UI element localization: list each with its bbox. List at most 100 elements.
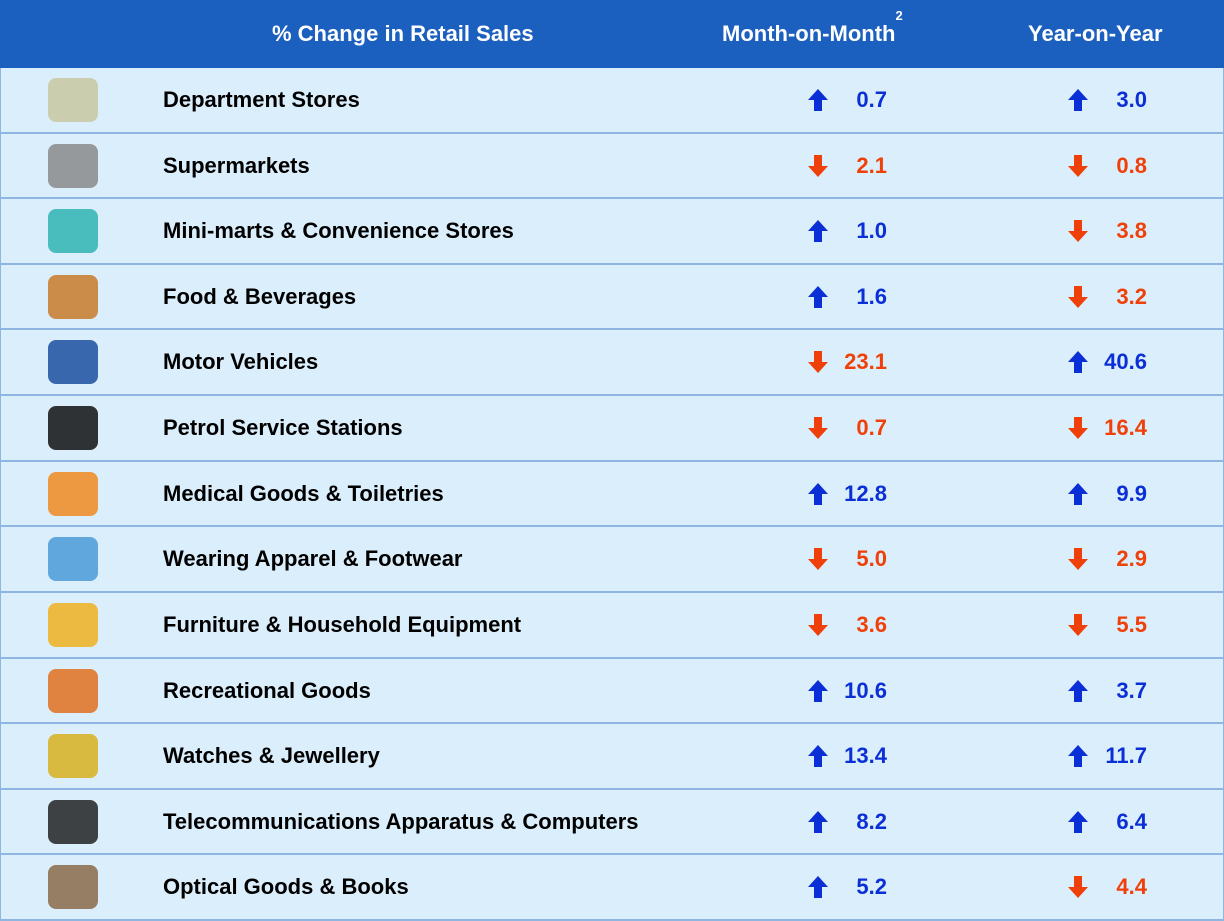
yoy-value: 9.9 [1116, 480, 1147, 506]
header-row: % Change in Retail Sales Month-on-Month2… [0, 0, 1224, 68]
mom-value: 10.6 [844, 677, 887, 703]
icon-shape [48, 209, 98, 254]
arrow-shape [1068, 89, 1088, 111]
yoy-value: 0.8 [1116, 152, 1147, 178]
table-row: Watches & Jewellery 13.4 11.7 [0, 724, 1224, 790]
arrow-up [808, 482, 828, 505]
arrow-shape [808, 154, 828, 177]
mom-value: 8.2 [856, 808, 887, 834]
category-icon [48, 734, 98, 779]
category-name: Telecommunications Apparatus & Computers [163, 808, 639, 834]
table-row: Department Stores 0.7 3.0 [0, 68, 1224, 134]
table-row: Wearing Apparel & Footwear 5.0 2.9 [0, 527, 1224, 593]
arrow-shape [1068, 745, 1088, 768]
category-name: Medical Goods & Toiletries [163, 480, 444, 506]
arrow-shape [808, 679, 828, 702]
arrow-shape [1068, 154, 1088, 177]
arrow-shape [1068, 417, 1088, 440]
arrow-shape [808, 745, 828, 768]
arrow-shape [1068, 482, 1088, 505]
arrow-shape [808, 482, 828, 505]
arrow-shape [808, 351, 828, 374]
category-icon [48, 78, 98, 122]
yoy-value: 3.8 [1116, 218, 1147, 244]
icon-shape [48, 471, 98, 516]
table-row: Optical Goods & Books 5.2 4.4 [0, 855, 1224, 921]
arrow-down [1068, 220, 1088, 243]
arrow-up [1068, 482, 1088, 505]
icon-shape [48, 274, 98, 319]
arrow-down [1068, 417, 1088, 440]
yoy-value: 4.4 [1116, 874, 1147, 900]
header-mom: Month-on-Month2 [722, 0, 903, 68]
table-row: Telecommunications Apparatus & Computers… [0, 789, 1224, 856]
category-icon [48, 471, 98, 516]
yoy-value: 3.7 [1116, 677, 1147, 703]
arrow-shape [808, 417, 828, 440]
arrow-shape [1068, 285, 1088, 308]
yoy-value: 2.9 [1116, 546, 1147, 572]
arrow-shape [808, 613, 828, 636]
table-row: Motor Vehicles 23.1 40.6 [0, 330, 1224, 397]
mom-value: 13.4 [844, 743, 887, 769]
table-row: Furniture & Household Equipment 3.6 5.5 [0, 592, 1224, 659]
arrow-up [808, 876, 828, 899]
category-icon [48, 406, 98, 451]
table-row: Mini-marts & Convenience Stores 1.0 3.8 [0, 199, 1224, 265]
category-icon [48, 143, 98, 188]
arrow-up [1068, 351, 1088, 374]
icon-shape [48, 734, 98, 779]
arrow-up [808, 89, 828, 111]
mom-value: 5.0 [856, 546, 887, 572]
arrow-shape [808, 810, 828, 833]
yoy-value: 6.4 [1116, 808, 1147, 834]
table-row: Supermarkets 2.1 0.8 [0, 133, 1224, 200]
header-category: % Change in Retail Sales [272, 21, 534, 46]
mom-value: 5.2 [856, 874, 887, 900]
category-name: Furniture & Household Equipment [163, 611, 522, 637]
category-name: Optical Goods & Books [163, 874, 409, 900]
arrow-up [1068, 679, 1088, 702]
table-row: Food & Beverages 1.6 3.2 [0, 264, 1224, 331]
arrow-shape [1068, 679, 1088, 702]
header-mom-text: Month-on-Month [722, 21, 896, 46]
arrow-shape [808, 285, 828, 308]
arrow-shape [1068, 810, 1088, 833]
category-icon [48, 602, 98, 647]
mom-value: 2.1 [856, 152, 887, 178]
mom-value: 12.8 [844, 480, 887, 506]
icon-shape [48, 340, 98, 385]
arrow-down [1068, 613, 1088, 636]
category-icon [48, 274, 98, 319]
mom-value: 0.7 [856, 87, 887, 112]
arrow-down [808, 154, 828, 177]
arrow-down [1068, 876, 1088, 899]
arrow-up [808, 285, 828, 308]
mom-value: 1.6 [856, 283, 887, 309]
table-row: Medical Goods & Toiletries 12.8 9.9 [0, 461, 1224, 528]
mom-value: 1.0 [856, 218, 887, 244]
category-name: Watches & Jewellery [163, 743, 380, 769]
arrow-up [808, 810, 828, 833]
yoy-value: 5.5 [1116, 611, 1147, 637]
mom-value: 3.6 [856, 611, 887, 637]
icon-shape [48, 406, 98, 451]
category-icon [48, 209, 98, 254]
category-icon [48, 340, 98, 385]
arrow-shape [808, 89, 828, 111]
yoy-value: 3.0 [1116, 87, 1147, 112]
arrow-down [1068, 548, 1088, 571]
arrow-down [1068, 285, 1088, 308]
category-name: Department Stores [163, 87, 360, 112]
arrow-up [1068, 745, 1088, 768]
arrow-down [808, 417, 828, 440]
arrow-down [1068, 154, 1088, 177]
mom-value: 23.1 [844, 349, 887, 375]
category-name: Recreational Goods [163, 677, 371, 703]
category-name: Petrol Service Stations [163, 415, 403, 441]
category-name: Wearing Apparel & Footwear [163, 546, 463, 572]
category-icon [48, 668, 98, 713]
yoy-value: 11.7 [1105, 743, 1147, 769]
icon-shape [48, 143, 98, 188]
